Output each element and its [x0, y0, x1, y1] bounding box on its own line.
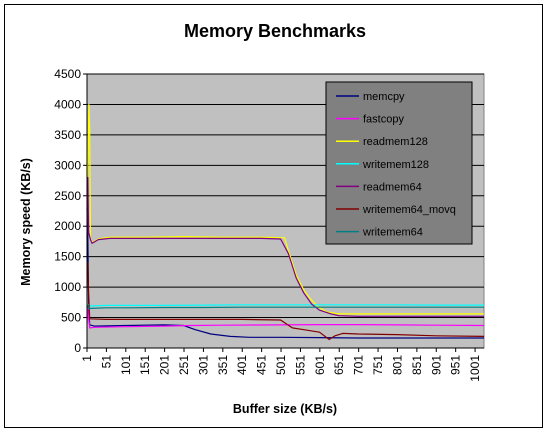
y-axis-title: Memory speed (KB/s)	[19, 158, 33, 286]
x-tick-label: 1	[80, 355, 94, 362]
x-tick-label: 151	[138, 355, 152, 375]
x-tick-label: 651	[332, 355, 346, 375]
x-tick-label: 851	[410, 355, 424, 375]
legend-label: readmem64	[363, 181, 422, 193]
x-tick-label: 351	[216, 355, 230, 375]
y-tick-label: 1500	[54, 250, 81, 264]
series-line-readmem64	[86, 176, 484, 317]
x-tick-label: 51	[99, 355, 113, 369]
legend-label: writemem64_movq	[362, 204, 456, 216]
series-line-fastcopy	[86, 307, 485, 329]
y-tick-label: 1000	[54, 280, 81, 294]
x-tick-label: 501	[274, 355, 288, 375]
x-tick-label: 201	[158, 355, 172, 375]
x-tick-label: 901	[429, 355, 443, 375]
x-tick-label: 551	[293, 355, 307, 375]
y-tick-label: 4000	[54, 97, 81, 111]
x-tick-label: 701	[352, 355, 366, 375]
x-tick-label: 401	[235, 355, 249, 375]
chart-title: Memory Benchmarks	[184, 21, 366, 41]
legend-label: readmem128	[363, 136, 428, 148]
legend-label: writemem128	[362, 159, 429, 171]
x-tick-label: 451	[255, 355, 269, 375]
series-line-writemem64-movq	[86, 262, 485, 341]
x-tick-label: 301	[196, 355, 210, 375]
x-tick-label: 801	[390, 355, 404, 375]
legend-label: fastcopy	[363, 114, 404, 126]
x-tick-label: 1001	[468, 355, 482, 382]
legend: memcpy fastcopy readmem128 writemem128 readm…	[325, 81, 473, 245]
y-tick-label: 0	[74, 341, 81, 355]
x-tick-label: 751	[371, 355, 385, 375]
x-tick-label: 951	[449, 355, 463, 375]
legend-label: writemem64	[362, 227, 423, 239]
y-tick-label: 3000	[54, 158, 81, 172]
y-tick-label: 500	[61, 311, 81, 325]
legend-box	[325, 81, 473, 245]
y-tick-label: 2500	[54, 189, 81, 203]
series-line-readmem128	[86, 103, 484, 315]
y-tick-label: 4500	[54, 67, 81, 81]
x-tick-label: 601	[313, 355, 327, 375]
legend-label: memcpy	[363, 91, 405, 103]
x-tick-label: 251	[177, 355, 191, 375]
series-lines	[86, 103, 485, 341]
x-tick-label: 101	[119, 355, 133, 375]
y-tick-label: 2000	[54, 219, 81, 233]
series-line-writemem64	[86, 304, 484, 310]
series-line-writemem128	[86, 303, 484, 307]
x-axis-title: Buffer size (KB/s)	[233, 402, 337, 416]
y-tick-label: 3500	[54, 128, 81, 142]
